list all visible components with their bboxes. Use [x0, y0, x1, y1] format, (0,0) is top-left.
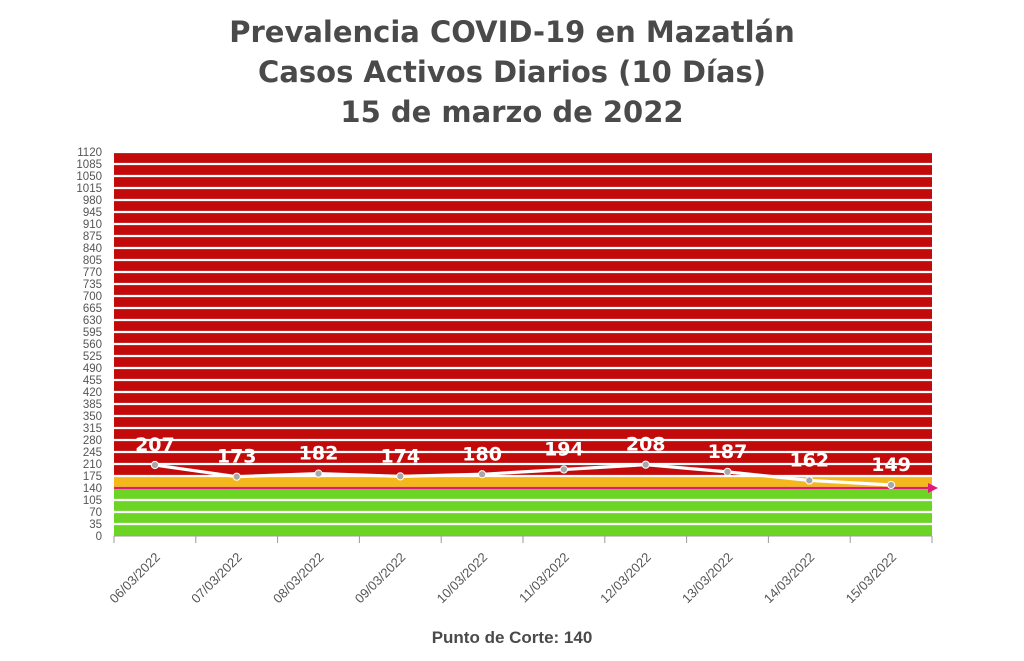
x-tick-label-9: 15/03/2022 — [843, 550, 900, 607]
data-label-0: 207 — [135, 434, 175, 456]
x-tick-label-7: 13/03/2022 — [679, 550, 736, 607]
y-tick-label-16: 560 — [83, 339, 102, 351]
data-label-6: 208 — [626, 434, 666, 456]
x-tick-label-2: 08/03/2022 — [270, 550, 327, 607]
data-point-7 — [723, 467, 732, 476]
data-label-4: 180 — [462, 443, 502, 465]
cutoff-line — [114, 483, 938, 493]
gridlines — [114, 150, 932, 537]
y-tick-label-13: 455 — [83, 375, 102, 387]
x-tick-label-5: 11/03/2022 — [516, 550, 572, 606]
data-point-8 — [805, 476, 814, 485]
y-axis: 0357010514017521024528031535038542045549… — [76, 147, 102, 543]
y-tick-label-2: 70 — [89, 507, 102, 519]
data-label-9: 149 — [871, 454, 911, 476]
data-label-1: 173 — [217, 446, 257, 468]
x-tick-label-4: 10/03/2022 — [434, 550, 491, 607]
y-tick-label-1: 35 — [89, 519, 102, 531]
data-point-9 — [887, 480, 896, 490]
data-point-5 — [559, 465, 569, 474]
data-labels: 207 173 182 174 180 194 208 187 162 149 — [135, 434, 911, 476]
y-tick-label-28: 980 — [83, 195, 102, 207]
y-tick-label-26: 910 — [83, 219, 102, 231]
title-line-1: Prevalencia COVID-19 en Mazatlán — [229, 15, 795, 49]
data-label-2: 182 — [299, 443, 339, 465]
x-tick-label-1: 07/03/2022 — [188, 550, 245, 607]
y-tick-label-20: 700 — [83, 291, 102, 303]
y-tick-label-18: 630 — [83, 315, 102, 327]
x-tick-label-3: 09/03/2022 — [352, 550, 409, 607]
data-label-3: 174 — [380, 445, 420, 467]
y-tick-label-0: 0 — [96, 531, 102, 543]
data-point-2 — [314, 469, 323, 478]
y-tick-label-12: 420 — [83, 387, 102, 399]
y-tick-label-30: 1050 — [76, 171, 102, 183]
y-tick-label-15: 525 — [83, 351, 102, 363]
zone-band-2 — [114, 152, 932, 476]
y-tick-label-7: 245 — [83, 447, 102, 459]
threshold-zones — [114, 152, 932, 536]
y-tick-label-4: 140 — [83, 483, 102, 495]
data-point-3 — [396, 472, 405, 481]
y-tick-label-25: 875 — [83, 231, 102, 243]
data-point-4 — [478, 470, 487, 479]
data-label-5: 194 — [544, 438, 584, 460]
data-label-8: 162 — [789, 449, 829, 471]
y-tick-label-11: 385 — [83, 399, 102, 411]
y-tick-label-32: 1120 — [77, 147, 102, 159]
y-tick-label-17: 595 — [83, 327, 102, 339]
y-tick-label-31: 1085 — [76, 159, 102, 171]
series-line-path — [154, 463, 892, 487]
y-tick-label-6: 210 — [83, 459, 102, 471]
y-tick-label-10: 350 — [83, 411, 102, 423]
data-point-0 — [150, 460, 159, 470]
y-tick-label-21: 735 — [83, 279, 102, 291]
y-tick-label-9: 315 — [83, 423, 102, 435]
zone-band-1 — [114, 476, 932, 488]
cutoff-footer: Punto de Corte: 140 — [431, 628, 593, 647]
cutoff-arrow — [928, 483, 938, 493]
y-tick-label-14: 490 — [83, 363, 102, 375]
data-point-1 — [232, 472, 241, 481]
y-tick-label-24: 840 — [83, 243, 102, 255]
y-tick-label-5: 175 — [83, 471, 102, 483]
y-tick-label-23: 805 — [83, 255, 102, 267]
data-point-6 — [641, 460, 650, 469]
title-line-3: 15 de marzo de 2022 — [340, 95, 684, 129]
x-tick-label-0: 06/03/2022 — [106, 550, 163, 607]
y-tick-label-22: 770 — [83, 267, 102, 279]
x-axis: 06/03/2022 07/03/2022 08/03/2022 09/03/2022… — [106, 536, 933, 607]
data-label-7: 187 — [708, 441, 748, 463]
title-line-2: Casos Activos Diarios (10 Días) — [258, 55, 766, 89]
y-tick-label-8: 280 — [83, 435, 102, 447]
x-tick-label-8: 14/03/2022 — [761, 550, 818, 607]
y-tick-label-19: 665 — [83, 303, 102, 315]
chart-title: Prevalencia COVID-19 en Mazatlán Casos A… — [0, 12, 1024, 132]
y-tick-label-29: 1015 — [76, 183, 102, 195]
y-tick-label-3: 105 — [83, 495, 102, 507]
series-line — [150, 460, 896, 490]
y-tick-label-27: 945 — [83, 207, 102, 219]
x-tick-label-6: 12/03/2022 — [597, 550, 654, 607]
